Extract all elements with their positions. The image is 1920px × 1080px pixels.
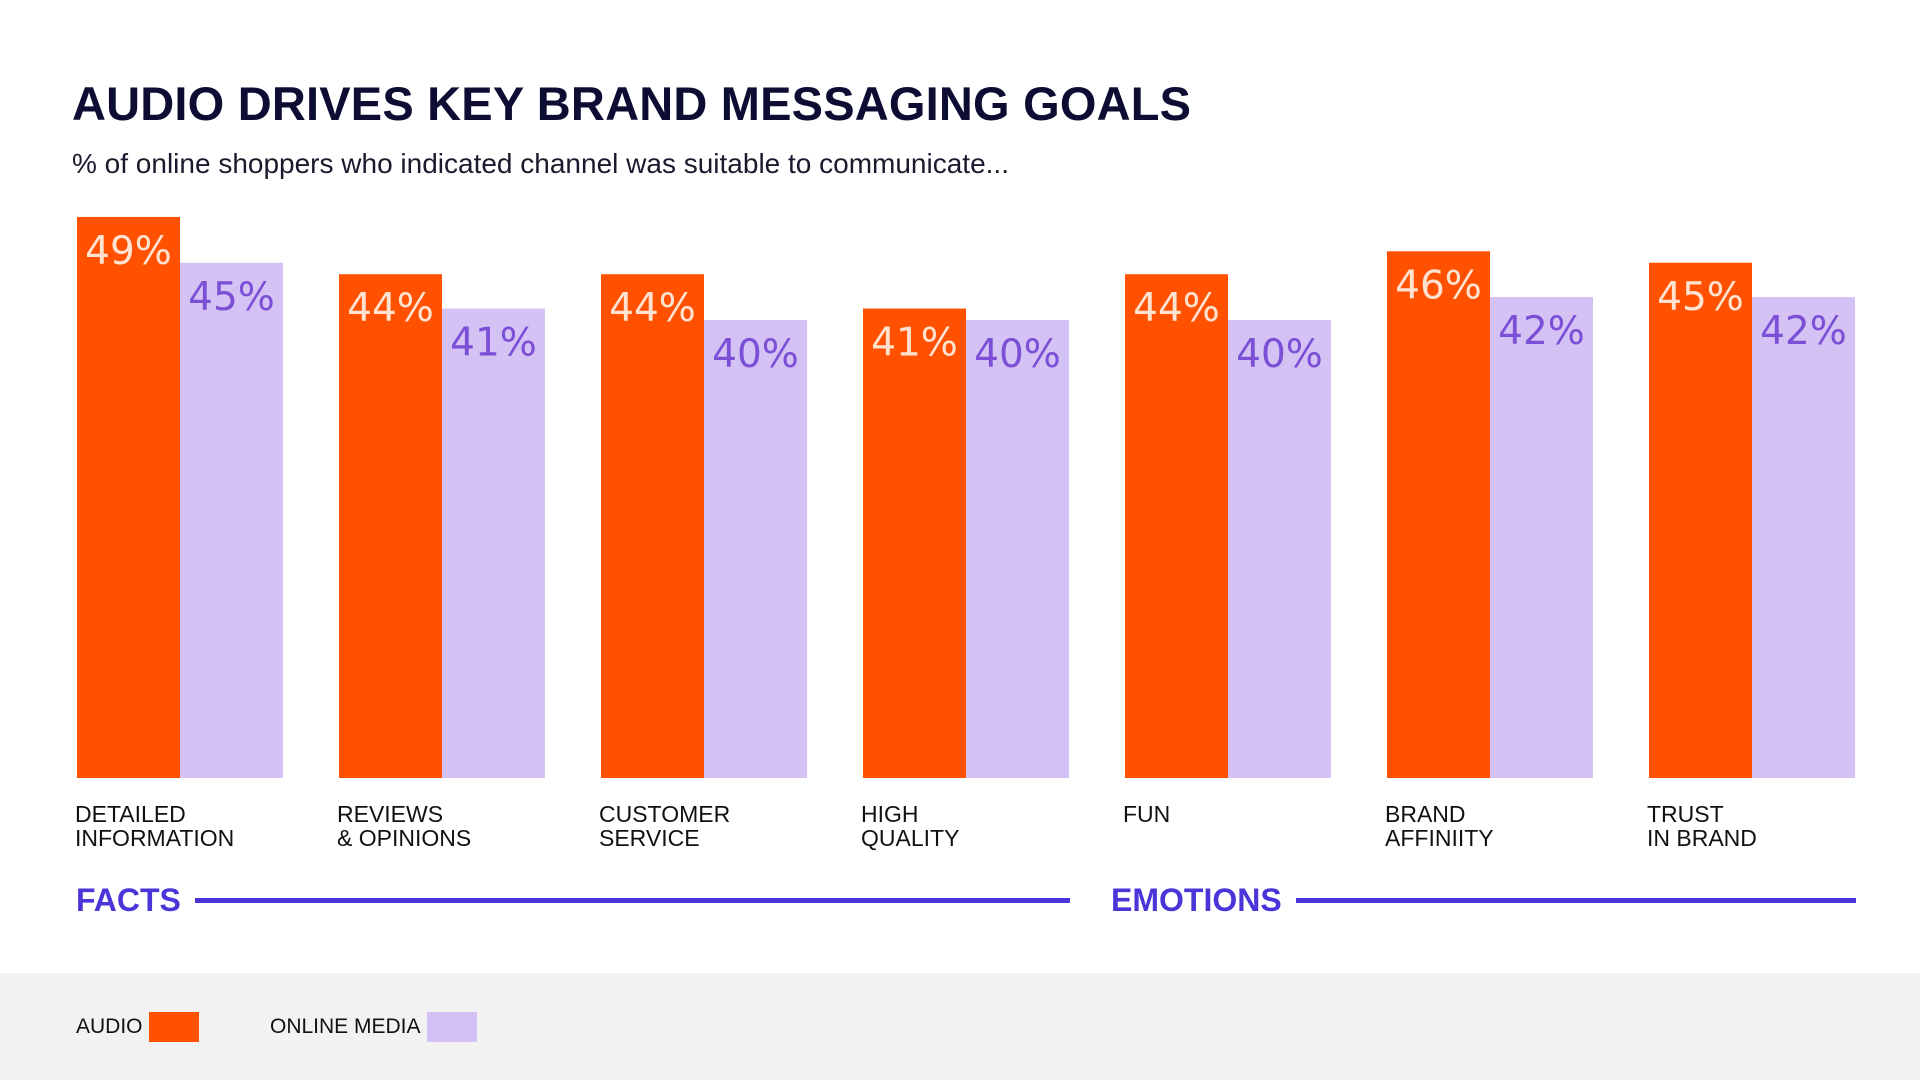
data-label-audio-reviews-opinions: 44% (347, 286, 434, 331)
legend-item-online-media: ONLINE MEDIA (270, 1012, 477, 1042)
bar-audio-trust-in-brand (1649, 262, 1752, 778)
page-subtitle: % of online shoppers who indicated chann… (72, 148, 1009, 179)
bar-online-media-reviews-opinions (442, 308, 545, 778)
bar-online-media-detailed-information (180, 262, 283, 778)
legend-label-online-media: ONLINE MEDIA (270, 1015, 421, 1038)
data-label-online-media-fun: 40% (1236, 332, 1323, 377)
data-label-audio-detailed-information: 49% (85, 229, 172, 274)
legend-swatch-audio (148, 1012, 199, 1042)
legend-label-audio: AUDIO (76, 1015, 143, 1038)
bar-online-media-fun (1228, 320, 1331, 778)
data-label-online-media-detailed-information: 45% (188, 275, 275, 320)
data-label-online-media-customer-service: 40% (712, 332, 799, 377)
data-label-audio-trust-in-brand: 45% (1657, 275, 1744, 320)
bar-audio-brand-affiniity (1387, 251, 1490, 779)
category-label-customer-service: CUSTOMER SERVICE (599, 801, 730, 851)
bar-online-media-trust-in-brand (1752, 297, 1855, 778)
bar-audio-customer-service (601, 274, 704, 778)
bar-online-media-brand-affiniity (1490, 297, 1593, 778)
emotions-section-line (1295, 897, 1856, 903)
legend-footer (0, 973, 1920, 1080)
emotions-section-label: EMOTIONS (1111, 881, 1282, 918)
category-label-trust-in-brand: TRUST IN BRAND (1647, 801, 1757, 851)
bar-audio-high-quality (863, 308, 966, 778)
category-label-high-quality: HIGH QUALITY (861, 801, 959, 851)
data-label-online-media-brand-affiniity: 42% (1498, 309, 1585, 354)
facts-section-divider: FACTS (76, 880, 1070, 920)
category-label-detailed-information: DETAILED INFORMATION (75, 801, 234, 851)
emotions-section-divider: EMOTIONS (1111, 880, 1856, 920)
bar-online-media-high-quality (966, 320, 1069, 778)
data-label-online-media-trust-in-brand: 42% (1760, 309, 1847, 354)
bar-audio-reviews-opinions (339, 274, 442, 778)
bar-online-media-customer-service (704, 320, 807, 778)
facts-section-line (194, 897, 1070, 903)
data-label-audio-high-quality: 41% (871, 321, 958, 366)
data-label-audio-brand-affiniity: 46% (1395, 263, 1482, 308)
data-label-online-media-high-quality: 40% (974, 332, 1061, 377)
bar-audio-fun (1125, 274, 1228, 778)
legend-swatch-online-media (426, 1012, 477, 1042)
data-label-audio-fun: 44% (1133, 286, 1220, 331)
category-label-reviews-opinions: REVIEWS & OPINIONS (337, 801, 471, 851)
facts-section-label: FACTS (76, 881, 181, 918)
data-label-online-media-reviews-opinions: 41% (450, 321, 537, 366)
data-label-audio-customer-service: 44% (609, 286, 696, 331)
bar-audio-detailed-information (77, 216, 180, 778)
category-label-brand-affiniity: BRAND AFFINIITY (1385, 801, 1494, 851)
page-title: AUDIO DRIVES KEY BRAND MESSAGING GOALS (72, 77, 1192, 130)
legend-item-audio: AUDIO (76, 1012, 199, 1042)
category-label-fun: FUN (1123, 801, 1170, 827)
